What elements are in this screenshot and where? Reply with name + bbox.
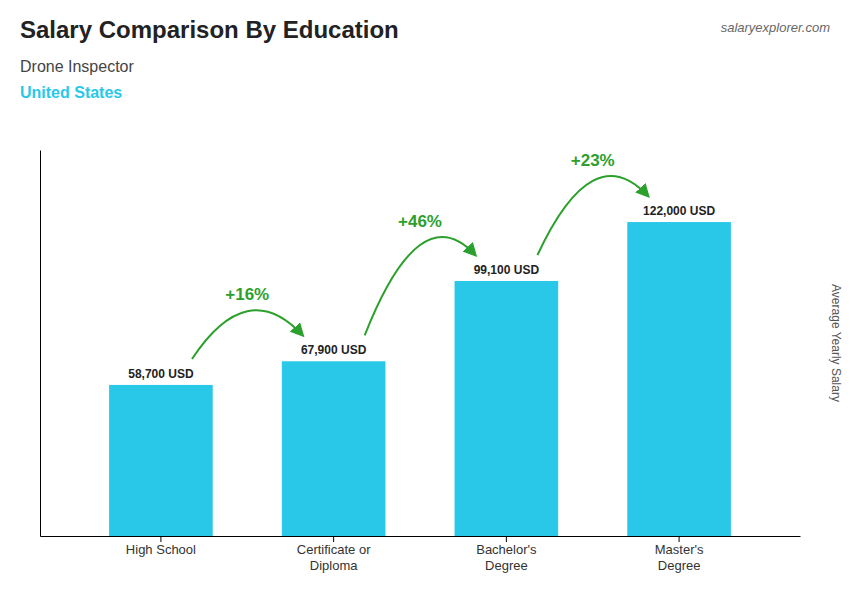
subtitle: Drone Inspector: [20, 58, 135, 75]
title: Salary Comparison By Education: [20, 16, 399, 43]
x-tick-label-line: Certificate or: [297, 542, 371, 557]
annotations: +16% +46% +23%: [192, 151, 648, 359]
x-axis: High School Certificate orDiploma Bachelor…: [41, 536, 801, 573]
x-tick: Master'sDegree: [655, 536, 704, 573]
x-axis-line: [41, 536, 801, 537]
x-tick-mark: [506, 536, 507, 542]
bar: [455, 281, 559, 536]
data-label: 67,900 USD: [301, 343, 367, 357]
data-label: 122,000 USD: [643, 204, 715, 218]
watermark: salaryexplorer.com: [721, 20, 831, 35]
plot-area: High School Certificate orDiploma Bachelor…: [41, 151, 801, 573]
arrow: [365, 237, 476, 335]
bars: [109, 222, 731, 536]
x-tick-label-line: High School: [126, 542, 196, 557]
x-tick-label: High School: [126, 542, 196, 557]
x-tick-mark: [333, 536, 334, 542]
data-label: 58,700 USD: [128, 367, 194, 381]
x-tick-label: Bachelor'sDegree: [476, 542, 537, 573]
chart-container: Salary Comparison By Education Drone Insp…: [0, 0, 850, 606]
x-tick: High School: [126, 536, 196, 557]
pct-label: +23%: [571, 151, 615, 170]
pct-label: +46%: [398, 212, 442, 231]
bar: [627, 222, 731, 536]
x-tick-label-line: Degree: [485, 558, 528, 573]
bar: [109, 385, 213, 536]
x-tick-mark: [160, 536, 161, 542]
x-tick: Bachelor'sDegree: [476, 536, 537, 573]
data-label: 99,100 USD: [474, 263, 540, 277]
y-axis-label: Average Yearly Salary: [829, 284, 843, 402]
y-axis-line: [40, 151, 41, 537]
x-tick-label-line: Degree: [658, 558, 701, 573]
pct-label: +16%: [225, 285, 269, 304]
data-labels: 58,700 USD 67,900 USD 99,100 USD 122,000 US…: [128, 204, 715, 381]
x-tick-mark: [679, 536, 680, 542]
x-tick-label-line: Master's: [655, 542, 704, 557]
y-axis: [40, 151, 41, 537]
chart-svg: Salary Comparison By Education Drone Insp…: [0, 0, 850, 606]
x-tick-label: Master'sDegree: [655, 542, 704, 573]
bar: [282, 361, 386, 536]
arrow: [537, 176, 648, 255]
x-tick-label-line: Bachelor's: [476, 542, 537, 557]
subtitle: United States: [20, 84, 122, 101]
x-tick-label: Certificate orDiploma: [297, 542, 371, 573]
arrow: [192, 310, 303, 359]
x-tick-label-line: Diploma: [310, 558, 358, 573]
x-tick: Certificate orDiploma: [297, 536, 371, 573]
